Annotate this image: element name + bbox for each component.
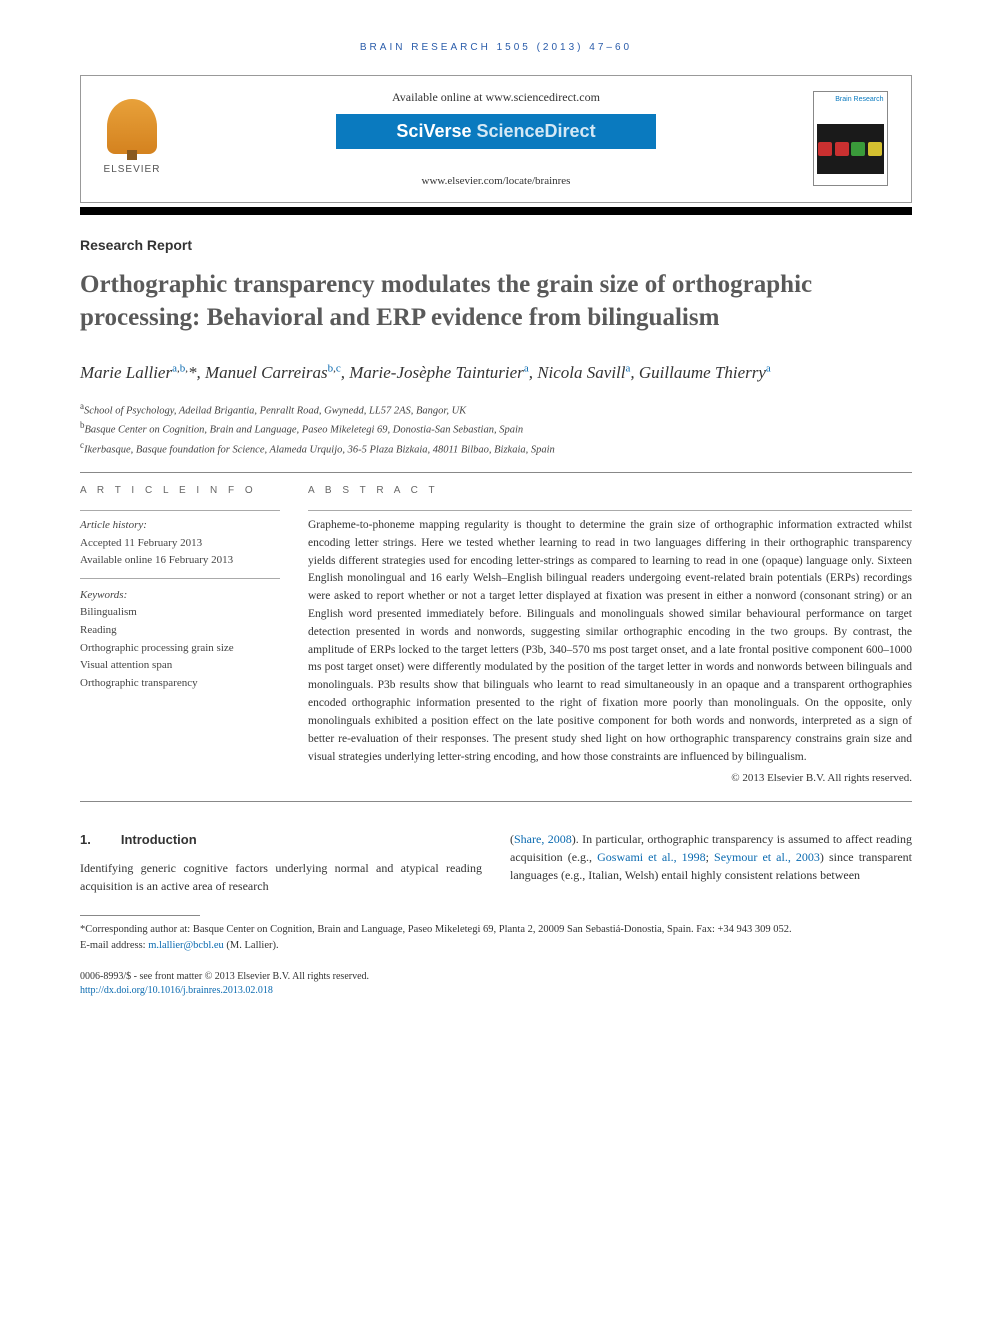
abstract-text: Grapheme-to-phoneme mapping regularity i… (308, 517, 912, 766)
article-title: Orthographic transparency modulates the … (80, 268, 912, 336)
corresponding-author-text: *Corresponding author at: Basque Center … (80, 922, 912, 938)
platform-name-b: ScienceDirect (477, 121, 596, 141)
abstract-heading: A B S T R A C T (308, 483, 912, 498)
bottom-copyright-block: 0006-8993/$ - see front matter © 2013 El… (80, 970, 912, 998)
body-right-column: (Share, 2008). In particular, orthograph… (510, 830, 912, 896)
affiliations: aSchool of Psychology, Adeilad Brigantia… (80, 400, 912, 458)
footnote-rule (80, 915, 200, 916)
citation-link[interactable]: Seymour et al., 2003 (714, 850, 820, 864)
article-info-column: A R T I C L E I N F O Article history: A… (80, 483, 280, 787)
section-1-number: 1. (80, 832, 91, 847)
abstract-copyright: © 2013 Elsevier B.V. All rights reserved… (308, 770, 912, 787)
keywords-label: Keywords: (80, 587, 280, 605)
section-1-title: Introduction (121, 832, 197, 847)
issn-copyright: 0006-8993/$ - see front matter © 2013 El… (80, 970, 912, 984)
journal-url[interactable]: www.elsevier.com/locate/brainres (187, 173, 805, 190)
platform-name-a: SciVerse (396, 121, 476, 141)
journal-cover-image: Brain Research (813, 91, 888, 186)
body-left-column: 1. Introduction Identifying generic cogni… (80, 830, 482, 896)
journal-header: ELSEVIER Available online at www.science… (80, 75, 912, 203)
header-rule (80, 207, 912, 215)
corresponding-author-email-line: E-mail address: m.lallier@bcbl.eu (M. La… (80, 938, 912, 954)
section-rule (80, 801, 912, 802)
publisher-name: ELSEVIER (104, 162, 161, 177)
keyword: Bilingualism (80, 604, 280, 622)
body-two-column: 1. Introduction Identifying generic cogni… (80, 830, 912, 896)
keyword: Orthographic transparency (80, 675, 280, 693)
accepted-date: Accepted 11 February 2013 (80, 535, 280, 553)
running-head: BRAIN RESEARCH 1505 (2013) 47–60 (80, 40, 912, 55)
doi-link[interactable]: http://dx.doi.org/10.1016/j.brainres.201… (80, 985, 273, 996)
article-type: Research Report (80, 235, 912, 256)
publisher-logo-block: ELSEVIER (97, 99, 187, 179)
keyword: Reading (80, 622, 280, 640)
sciencedirect-banner[interactable]: SciVerse ScienceDirect (336, 114, 655, 149)
affiliation-a: aSchool of Psychology, Adeilad Brigantia… (80, 400, 912, 419)
history-label: Article history: (80, 517, 280, 535)
available-online-text: Available online at www.sciencedirect.co… (187, 88, 805, 106)
email-link[interactable]: m.lallier@bcbl.eu (148, 940, 224, 951)
abstract-column: A B S T R A C T Grapheme-to-phoneme mapp… (308, 483, 912, 787)
body-paragraph: (Share, 2008). In particular, orthograph… (510, 830, 912, 884)
citation-link[interactable]: Share, 2008 (514, 832, 572, 846)
elsevier-tree-icon: ELSEVIER (97, 99, 167, 179)
journal-cover-block: Brain Research (805, 91, 895, 186)
section-1-heading: 1. Introduction (80, 830, 482, 850)
keyword: Orthographic processing grain size (80, 640, 280, 658)
journal-cover-title: Brain Research (817, 95, 884, 106)
article-info-heading: A R T I C L E I N F O (80, 483, 280, 498)
citation-link[interactable]: Goswami et al., 1998 (597, 850, 706, 864)
affiliation-b: bBasque Center on Cognition, Brain and L… (80, 419, 912, 438)
body-paragraph: Identifying generic cognitive factors un… (80, 859, 482, 895)
corresponding-author-footnote: *Corresponding author at: Basque Center … (80, 922, 912, 954)
online-date: Available online 16 February 2013 (80, 552, 280, 570)
keyword: Visual attention span (80, 657, 280, 675)
affiliation-c: cIkerbasque, Basque foundation for Scien… (80, 439, 912, 458)
section-rule (80, 472, 912, 473)
author-list: Marie Lalliera,b,*, Manuel Carreirasb,c,… (80, 359, 912, 386)
